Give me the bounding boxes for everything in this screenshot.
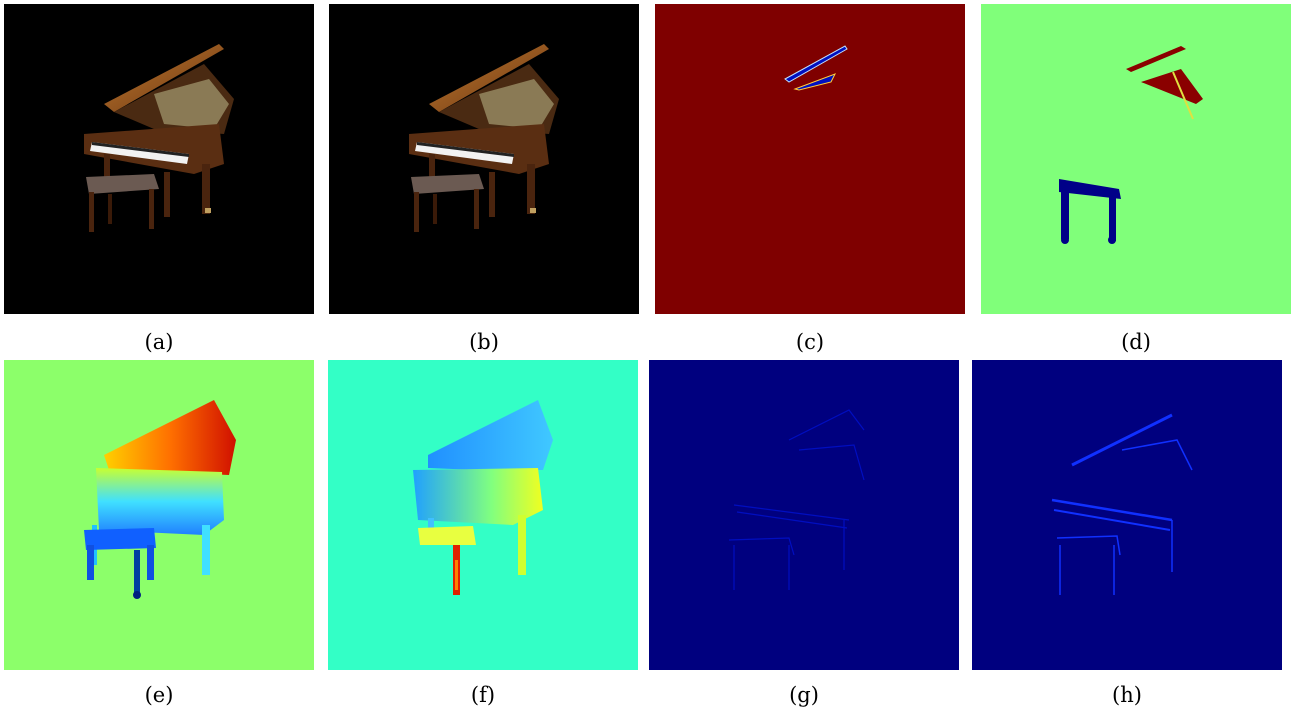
- piano-model: [84, 44, 234, 232]
- panel-a-rendered-piano: [4, 4, 314, 314]
- panel-b-rendered-piano: [329, 4, 639, 314]
- map-f: [328, 360, 638, 670]
- caption-e: (e): [144, 683, 174, 707]
- caption-b: (b): [469, 330, 499, 354]
- panel-g-error-map: [649, 360, 959, 670]
- piano-render-b: [329, 4, 639, 314]
- map-d: [981, 4, 1291, 314]
- piano-model: [409, 44, 559, 232]
- panel-d-segmentation-map: [981, 4, 1291, 314]
- caption-c: (c): [795, 330, 825, 354]
- panel-e-depth-map: [4, 360, 314, 670]
- caption-f: (f): [470, 683, 496, 707]
- map-g: [649, 360, 959, 670]
- caption-g: (g): [789, 683, 819, 707]
- caption-d: (d): [1121, 330, 1151, 354]
- caption-a: (a): [144, 330, 174, 354]
- map-e: [4, 360, 314, 670]
- map-c: [655, 4, 965, 314]
- map-h: [972, 360, 1282, 670]
- panel-h-error-map: [972, 360, 1282, 670]
- piano-render-a: [4, 4, 314, 314]
- caption-h: (h): [1112, 683, 1142, 707]
- panel-c-error-map: [655, 4, 965, 314]
- panel-f-depth-map: [328, 360, 638, 670]
